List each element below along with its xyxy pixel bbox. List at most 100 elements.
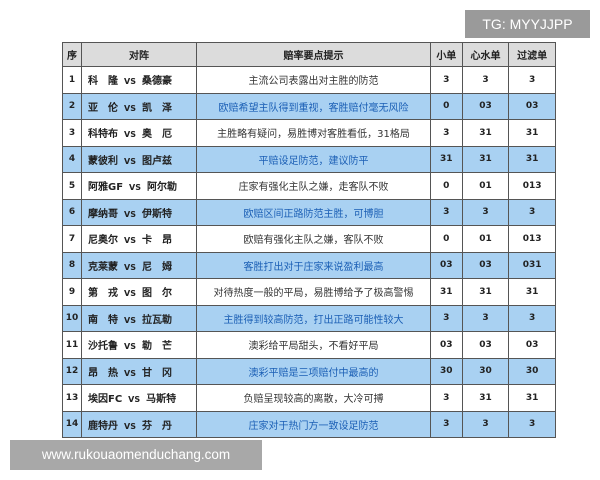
header-tip: 赔率要点提示	[196, 42, 431, 67]
home-team: 科特布	[88, 129, 118, 141]
small-pick: 30	[430, 357, 463, 385]
vs-label: VS	[124, 289, 136, 299]
match-cell: 埃因FC VS 马斯特	[81, 384, 197, 412]
filter-pick: 31	[508, 145, 556, 173]
small-pick: 3	[430, 66, 463, 94]
filter-pick: 30	[508, 357, 556, 385]
heart-pick: 03	[461, 251, 510, 279]
row-number: 1	[62, 66, 82, 94]
table-row: 10 南 特 VS 拉瓦勒 主胜得到较高防范，打出正路可能性较大 3 3 3	[62, 304, 556, 332]
small-pick: 0	[430, 172, 463, 200]
vs-label: VS	[124, 236, 136, 246]
vs-label: VS	[124, 103, 136, 113]
row-number: 7	[62, 225, 82, 253]
vs-label: VS	[128, 395, 141, 405]
small-pick: 3	[430, 304, 463, 332]
header-heart: 心水单	[461, 42, 510, 67]
table-row: 14 鹿特丹 VS 芬 丹庄家对于热门方一致设足防范 3 3 3	[62, 410, 556, 438]
small-pick: 3	[430, 384, 463, 412]
row-number: 2	[62, 92, 82, 120]
row-number: 14	[62, 410, 82, 438]
heart-pick: 31	[461, 278, 510, 306]
filter-pick: 3	[508, 304, 556, 332]
tip-cell: 欧赔区间正路防范主胜，可博胆	[196, 198, 431, 226]
heart-pick: 03	[461, 92, 510, 120]
home-team: 第 戎	[88, 288, 118, 300]
row-number: 13	[62, 384, 82, 412]
away-team: 桑德豪	[141, 76, 172, 88]
away-team: 拉瓦勒	[141, 314, 172, 326]
tip-cell: 对待热度一般的平局，易胜博给予了极高警惕	[196, 278, 431, 306]
away-team: 尼 姆	[141, 261, 172, 273]
filter-pick: 3	[508, 66, 556, 94]
away-team: 勒 芒	[141, 341, 172, 353]
match-cell: 克莱蒙 VS 尼 姆	[81, 251, 197, 279]
table-row: 8 克莱蒙 VS 尼 姆客胜打出对于庄家来说盈利最高 03 03 031	[62, 251, 556, 279]
home-team: 蒙彼利	[88, 155, 118, 167]
match-cell: 科特布 VS 奥 厄	[81, 119, 197, 147]
away-team: 伊斯特	[141, 208, 172, 220]
tip-cell: 主流公司表露出对主胜的防范	[196, 66, 431, 94]
row-number: 9	[62, 278, 82, 306]
heart-pick: 30	[461, 357, 510, 385]
filter-pick: 013	[508, 225, 556, 253]
row-number: 12	[62, 357, 82, 385]
vs-label: VS	[124, 130, 136, 140]
small-pick: 0	[430, 92, 463, 120]
row-number: 3	[62, 119, 82, 147]
home-team: 埃因FC	[88, 394, 123, 406]
filter-pick: 31	[508, 278, 556, 306]
heart-pick: 01	[461, 172, 510, 200]
small-pick: 3	[430, 410, 463, 438]
heart-pick: 31	[461, 145, 510, 173]
small-pick: 31	[430, 278, 463, 306]
home-team: 克莱蒙	[88, 261, 118, 273]
heart-pick: 3	[461, 410, 510, 438]
filter-pick: 3	[508, 198, 556, 226]
match-cell: 沙托鲁 VS 勒 芒	[81, 331, 197, 359]
home-team: 亚 伦	[88, 102, 118, 114]
away-team: 卡 昂	[141, 235, 172, 247]
home-team: 昂 热	[88, 367, 118, 379]
filter-pick: 03	[508, 92, 556, 120]
heart-pick: 3	[461, 304, 510, 332]
table-row: 13 埃因FC VS 马斯特 负赔呈现较高的离散，大冷可搏 3 31 31	[62, 384, 556, 412]
vs-label: VS	[124, 156, 136, 166]
heart-pick: 31	[461, 119, 510, 147]
away-team: 图 尔	[141, 288, 172, 300]
filter-pick: 013	[508, 172, 556, 200]
tip-cell: 平赔设足防范，建议防平	[196, 145, 431, 173]
vs-label: VS	[124, 262, 136, 272]
heart-pick: 3	[461, 66, 510, 94]
home-team: 鹿特丹	[88, 420, 118, 432]
row-number: 10	[62, 304, 82, 332]
header-filter: 过滤单	[508, 42, 556, 67]
watermark-bottom: www.rukouaomenduchang.com	[10, 440, 262, 470]
away-team: 甘 冈	[141, 367, 172, 379]
match-cell: 尼奥尔 VS 卡 昂	[81, 225, 197, 253]
vs-label: VS	[129, 183, 141, 193]
table-header: 序 对阵 赔率要点提示 小单 心水单 过滤单	[62, 42, 556, 67]
match-cell: 鹿特丹 VS 芬 丹	[81, 410, 197, 438]
away-team: 阿尔勒	[147, 182, 177, 194]
row-number: 8	[62, 251, 82, 279]
header-match: 对阵	[81, 42, 197, 67]
away-team: 马斯特	[146, 394, 177, 406]
vs-label: VS	[124, 421, 136, 431]
vs-label: VS	[124, 315, 136, 325]
tip-cell: 主胜略有疑问，易胜博对客胜看低，31格局	[196, 119, 431, 147]
vs-label: VS	[124, 209, 136, 219]
table-row: 5 阿雅GF VS 阿尔勒 庄家有强化主队之嫌，走客队不败 0 01 013	[62, 172, 556, 200]
row-number: 11	[62, 331, 82, 359]
header-small: 小单	[430, 42, 463, 67]
match-cell: 摩纳哥 VS 伊斯特	[81, 198, 197, 226]
away-team: 奥 厄	[141, 129, 172, 141]
away-team: 芬 丹	[141, 420, 172, 432]
heart-pick: 3	[461, 198, 510, 226]
filter-pick: 31	[508, 119, 556, 147]
match-cell: 科 隆 VS 桑德豪	[81, 66, 197, 94]
small-pick: 31	[430, 145, 463, 173]
small-pick: 03	[430, 331, 463, 359]
